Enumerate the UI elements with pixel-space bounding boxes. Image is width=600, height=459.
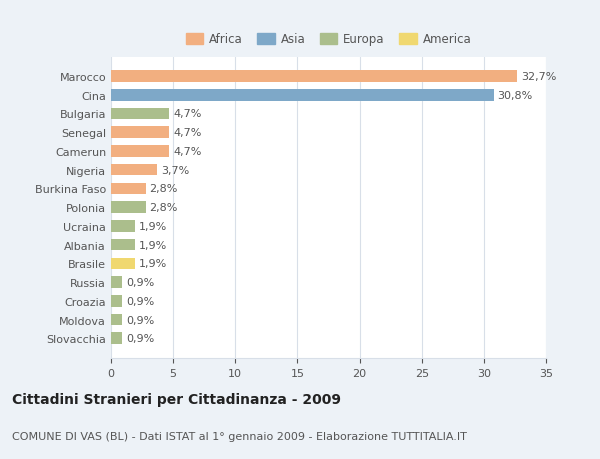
Text: 4,7%: 4,7% (173, 146, 202, 157)
Text: 0,9%: 0,9% (126, 334, 154, 343)
Bar (111, 258, 134, 269)
Bar (111, 202, 146, 213)
Bar (111, 108, 169, 120)
Bar (111, 127, 169, 139)
Text: 1,9%: 1,9% (139, 221, 167, 231)
Bar (111, 183, 146, 195)
Text: COMUNE DI VAS (BL) - Dati ISTAT al 1° gennaio 2009 - Elaborazione TUTTITALIA.IT: COMUNE DI VAS (BL) - Dati ISTAT al 1° ge… (12, 431, 467, 441)
Text: 2,8%: 2,8% (149, 203, 178, 213)
Text: 2,8%: 2,8% (149, 184, 178, 194)
Bar (111, 333, 122, 344)
Text: 1,9%: 1,9% (139, 259, 167, 269)
Text: 0,9%: 0,9% (126, 315, 154, 325)
Legend: Africa, Asia, Europa, America: Africa, Asia, Europa, America (185, 33, 472, 46)
Text: 32,7%: 32,7% (521, 72, 557, 82)
Text: Cittadini Stranieri per Cittadinanza - 2009: Cittadini Stranieri per Cittadinanza - 2… (12, 392, 341, 406)
Text: 0,9%: 0,9% (126, 278, 154, 287)
Text: 4,7%: 4,7% (173, 128, 202, 138)
Text: 0,9%: 0,9% (126, 296, 154, 306)
Text: 4,7%: 4,7% (173, 109, 202, 119)
Text: 1,9%: 1,9% (139, 240, 167, 250)
Text: 30,8%: 30,8% (497, 90, 533, 101)
Text: 3,7%: 3,7% (161, 165, 189, 175)
Bar (111, 221, 134, 232)
Bar (111, 296, 122, 307)
Bar (111, 71, 517, 83)
Bar (111, 314, 122, 325)
Bar (111, 277, 122, 288)
Bar (111, 146, 169, 157)
Bar (111, 239, 134, 251)
Bar (111, 164, 157, 176)
Bar (111, 90, 494, 101)
